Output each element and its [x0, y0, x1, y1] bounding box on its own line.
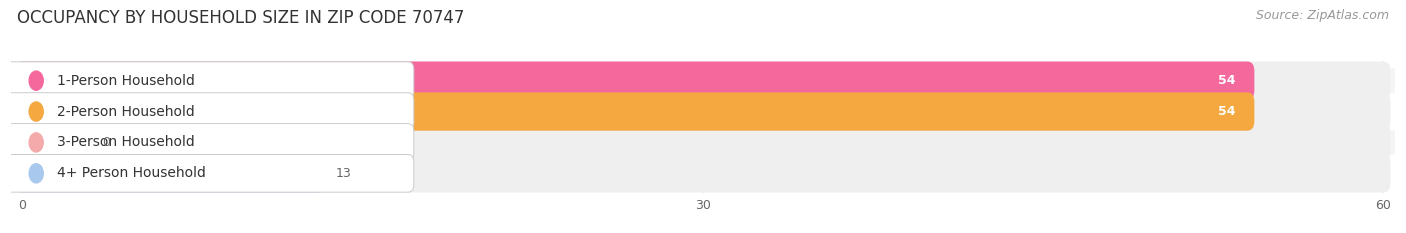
Text: 54: 54 — [1219, 105, 1236, 118]
FancyBboxPatch shape — [15, 62, 1254, 100]
Circle shape — [30, 71, 44, 90]
FancyBboxPatch shape — [15, 93, 1391, 131]
Text: 1-Person Household: 1-Person Household — [56, 74, 194, 88]
Text: 2-Person Household: 2-Person Household — [56, 105, 194, 119]
Text: 54: 54 — [1219, 74, 1236, 87]
FancyBboxPatch shape — [15, 123, 1391, 161]
Text: 0: 0 — [103, 136, 110, 149]
FancyBboxPatch shape — [15, 123, 86, 161]
FancyBboxPatch shape — [6, 123, 413, 161]
Circle shape — [30, 133, 44, 152]
Circle shape — [30, 102, 44, 121]
FancyBboxPatch shape — [0, 130, 1406, 155]
Text: OCCUPANCY BY HOUSEHOLD SIZE IN ZIP CODE 70747: OCCUPANCY BY HOUSEHOLD SIZE IN ZIP CODE … — [17, 9, 464, 27]
FancyBboxPatch shape — [6, 62, 413, 99]
Text: 3-Person Household: 3-Person Household — [56, 135, 194, 149]
Text: Source: ZipAtlas.com: Source: ZipAtlas.com — [1256, 9, 1389, 22]
FancyBboxPatch shape — [0, 99, 1406, 124]
FancyBboxPatch shape — [0, 161, 1406, 186]
Text: 13: 13 — [336, 167, 352, 180]
FancyBboxPatch shape — [6, 154, 413, 192]
FancyBboxPatch shape — [15, 154, 1391, 192]
FancyBboxPatch shape — [15, 62, 1391, 100]
FancyBboxPatch shape — [15, 93, 1254, 131]
FancyBboxPatch shape — [6, 93, 413, 130]
FancyBboxPatch shape — [15, 154, 325, 192]
FancyBboxPatch shape — [0, 68, 1406, 93]
Text: 4+ Person Household: 4+ Person Household — [56, 166, 205, 180]
Circle shape — [30, 164, 44, 183]
